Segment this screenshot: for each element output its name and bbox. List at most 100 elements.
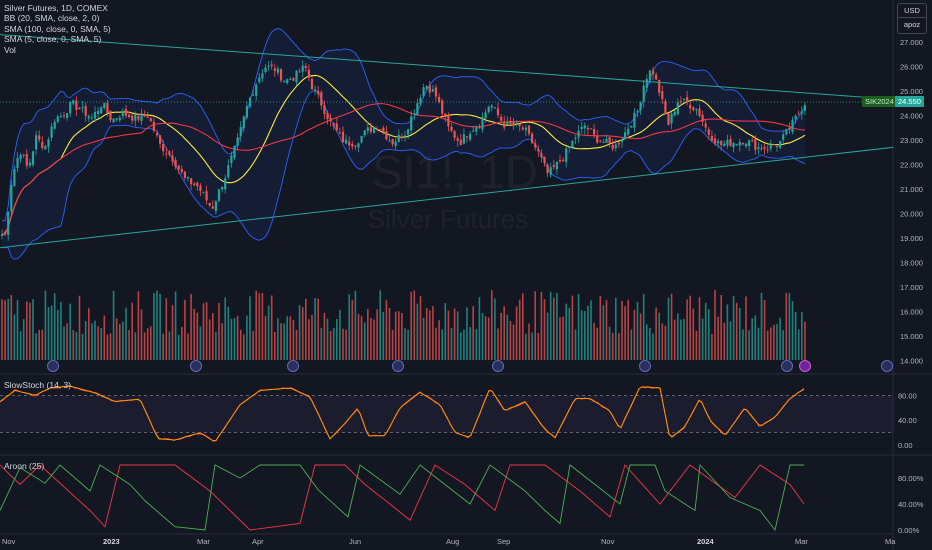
candle-body[interactable]: [332, 123, 335, 126]
candle-body[interactable]: [481, 117, 484, 130]
candle-body[interactable]: [565, 148, 568, 163]
candle-body[interactable]: [134, 114, 137, 121]
volume-bar[interactable]: [701, 318, 704, 360]
volume-bar[interactable]: [134, 332, 137, 360]
dividend-event-icon[interactable]: [781, 360, 793, 372]
volume-bar[interactable]: [373, 319, 375, 360]
candle-body[interactable]: [93, 112, 97, 119]
volume-bar[interactable]: [779, 317, 781, 360]
candle-body[interactable]: [66, 113, 69, 118]
volume-bar[interactable]: [801, 312, 803, 360]
volume-bar[interactable]: [717, 316, 719, 360]
volume-bar[interactable]: [13, 314, 16, 360]
candle-body[interactable]: [190, 178, 193, 185]
volume-bar[interactable]: [274, 332, 276, 360]
candle-body[interactable]: [658, 79, 661, 93]
volume-bar[interactable]: [78, 295, 81, 360]
candle-body[interactable]: [537, 149, 540, 152]
volume-bar[interactable]: [506, 314, 509, 360]
volume-bar[interactable]: [571, 295, 574, 360]
sma100-legend[interactable]: SMA (100, close, 0, SMA, 5): [4, 23, 111, 34]
volume-bar[interactable]: [181, 326, 183, 360]
volume-bar[interactable]: [84, 321, 87, 360]
candle-body[interactable]: [230, 155, 233, 164]
candle-body[interactable]: [651, 70, 655, 75]
candle-body[interactable]: [540, 153, 543, 158]
volume-bar[interactable]: [16, 300, 19, 360]
candle-body[interactable]: [779, 141, 782, 148]
volume-bar[interactable]: [174, 291, 177, 360]
volume-bar[interactable]: [4, 300, 6, 360]
volume-bar[interactable]: [215, 332, 217, 360]
volume-bar[interactable]: [292, 320, 295, 360]
candle-body[interactable]: [261, 73, 264, 79]
volume-bar[interactable]: [106, 334, 109, 360]
bb-legend[interactable]: BB (20, SMA, close, 2, 0): [4, 13, 100, 24]
volume-bar[interactable]: [742, 329, 744, 360]
candle-body[interactable]: [397, 134, 400, 142]
volume-bar[interactable]: [416, 303, 419, 360]
candle-body[interactable]: [701, 114, 704, 122]
candle-body[interactable]: [345, 139, 348, 144]
candle-body[interactable]: [614, 144, 617, 149]
vol-legend[interactable]: Vol: [4, 44, 16, 55]
volume-bar[interactable]: [441, 329, 443, 360]
volume-bar[interactable]: [10, 295, 13, 360]
volume-bar[interactable]: [19, 331, 22, 360]
volume-bar[interactable]: [187, 333, 189, 360]
volume-bar[interactable]: [97, 326, 99, 360]
candle-body[interactable]: [574, 137, 577, 139]
volume-bar[interactable]: [289, 316, 292, 360]
volume-bar[interactable]: [785, 292, 788, 360]
volume-bar[interactable]: [543, 299, 546, 360]
candle-body[interactable]: [149, 118, 152, 122]
candle-body[interactable]: [769, 144, 772, 149]
volume-bar[interactable]: [301, 307, 304, 360]
candle-body[interactable]: [707, 129, 710, 135]
bb-basis-line[interactable]: [1, 74, 806, 235]
volume-bar[interactable]: [376, 309, 378, 360]
volume-bar[interactable]: [680, 319, 682, 360]
volume-bar[interactable]: [568, 307, 571, 360]
candle-body[interactable]: [19, 154, 22, 159]
candle-body[interactable]: [527, 125, 531, 134]
volume-bar[interactable]: [549, 291, 552, 360]
candle-body[interactable]: [627, 128, 630, 135]
volume-bar[interactable]: [109, 333, 112, 360]
volume-bar[interactable]: [534, 291, 536, 360]
volume-bar[interactable]: [804, 321, 806, 360]
candle-body[interactable]: [186, 176, 190, 179]
volume-bar[interactable]: [184, 299, 186, 360]
volume-bar[interactable]: [131, 302, 133, 360]
volume-bar[interactable]: [531, 332, 533, 360]
volume-bar[interactable]: [438, 320, 440, 360]
candle-body[interactable]: [16, 158, 19, 169]
volume-bar[interactable]: [565, 303, 567, 360]
candle-body[interactable]: [803, 105, 806, 111]
candle-body[interactable]: [760, 148, 763, 150]
volume-bar[interactable]: [212, 313, 214, 360]
candle-body[interactable]: [729, 138, 732, 147]
candle-body[interactable]: [450, 126, 453, 131]
stoch-legend[interactable]: SlowStoch (14, 3): [4, 380, 72, 390]
candle-body[interactable]: [689, 104, 692, 109]
candle-body[interactable]: [112, 118, 115, 123]
candle-body[interactable]: [521, 127, 524, 130]
candle-body[interactable]: [103, 103, 106, 109]
candle-body[interactable]: [524, 127, 527, 131]
volume-bar[interactable]: [500, 312, 502, 360]
volume-bar[interactable]: [463, 329, 465, 360]
volume-bar[interactable]: [280, 323, 282, 360]
candle-body[interactable]: [586, 127, 589, 130]
volume-bar[interactable]: [642, 293, 645, 360]
volume-bar[interactable]: [546, 312, 549, 360]
candle-body[interactable]: [472, 130, 475, 132]
volume-bar[interactable]: [357, 313, 360, 360]
candle-body[interactable]: [47, 139, 50, 147]
candle-body[interactable]: [546, 164, 549, 174]
volume-bar[interactable]: [246, 315, 248, 360]
candle-body[interactable]: [642, 85, 645, 102]
volume-bar[interactable]: [69, 303, 71, 360]
sma100-line[interactable]: [1, 103, 805, 235]
candle-body[interactable]: [475, 127, 478, 132]
